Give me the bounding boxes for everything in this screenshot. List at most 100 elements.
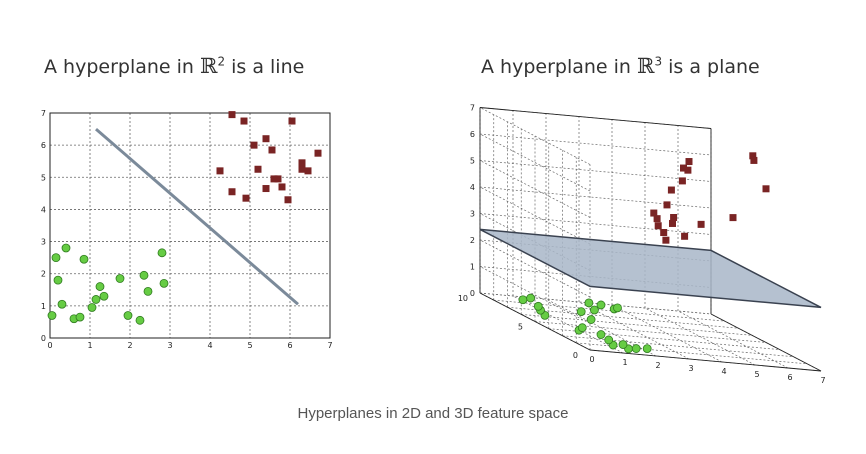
maroon-point [762,185,770,193]
maroon-point [262,185,270,193]
green-point [596,330,606,339]
green-point [631,344,641,353]
grid-line-floor [479,292,712,315]
green-point [99,291,109,301]
left-title-power: 2 [217,54,226,69]
x-tick-label: 2 [127,341,132,350]
y-tick-label: 0 [41,334,46,343]
y-tick-label: 5 [41,173,46,182]
x-tick-label: 3 [688,364,693,373]
maroon-point [669,219,676,227]
grid-line-side-wall [479,266,591,324]
maroon-point [314,149,322,157]
left-chart-title: A hyperplane in ℝ2 is a line [44,54,304,78]
green-point [586,315,596,324]
y-tick-label: 10 [458,294,468,303]
maroon-point [667,186,675,194]
z-tick-label: 3 [470,210,475,219]
green-point [47,311,57,320]
z-tick-label: 5 [470,157,475,166]
x-tick-label: 7 [327,341,332,350]
green-point [576,307,586,317]
green-point [61,243,71,253]
maroon-point [228,111,236,119]
right-title-prefix: A hyperplane in [481,56,637,78]
green-point [51,253,61,263]
green-point [95,282,105,291]
maroon-point [749,152,757,160]
x-tick-label: 0 [47,341,52,350]
x-tick-label: 4 [207,341,212,350]
maroon-point [298,165,306,173]
right-title-power: 3 [654,54,663,69]
green-point [157,248,167,258]
axis-x [589,349,822,372]
grid-line-floor [578,301,690,360]
grid-line-back-wall [479,213,712,235]
green-point [135,315,145,325]
maroon-point [670,214,678,221]
grid-line-floor [576,342,808,365]
x-tick-label: 3 [167,341,172,350]
green-point [590,305,599,315]
maroon-point [254,165,262,173]
x-tick-label: 7 [820,376,825,385]
y-tick-label: 7 [41,109,46,118]
box-edge [479,107,712,129]
maroon-point [750,156,758,164]
green-point [87,303,97,312]
green-point [518,295,528,305]
maroon-point [274,175,282,183]
maroon-point [685,158,693,166]
maroon-point [228,188,236,196]
maroon-point [250,141,258,149]
figure-caption: Hyperplanes in 2D and 3D feature space [297,405,569,422]
z-tick-label: 7 [470,104,475,113]
x-tick-label: 6 [287,341,292,350]
z-tick-label: 1 [470,263,475,272]
y-tick-label: 6 [41,141,46,150]
y-tick-label: 2 [41,270,46,279]
green-point [143,286,153,296]
z-tick-label: 4 [470,183,475,192]
x-tick-label: 6 [787,373,792,382]
maroon-point [662,236,670,244]
y-tick-label: 3 [41,238,46,247]
grid-line-side-wall [479,186,591,245]
x-tick-label: 1 [87,341,92,350]
green-point [123,311,133,320]
green-point [139,270,149,280]
green-point [53,275,63,285]
x-tick-label: 5 [754,370,759,379]
separating-hyperplane-plane [479,228,822,309]
maroon-point [650,209,658,217]
green-point [596,300,606,310]
grid-line-back-wall [479,133,712,156]
box-edge [710,313,822,372]
green-point [584,298,594,308]
maroon-point [242,194,250,202]
axis-y [479,292,591,351]
green-point [533,301,543,311]
x-tick-label: 4 [721,367,726,376]
grid-line-floor [677,310,789,369]
z-tick-label: 0 [470,289,475,298]
maroon-point [653,215,661,223]
green-point [91,295,101,304]
maroon-point [284,196,292,204]
grid-line-floor [521,314,753,336]
maroon-point [681,232,689,240]
left-title-prefix: A hyperplane in [44,56,200,78]
maroon-point [304,167,312,175]
separating-hyperplane-line [95,127,299,306]
z-tick-label: 6 [470,130,475,139]
maroon-point [270,175,278,183]
grid-line-side-wall [479,239,591,298]
maroon-point [288,117,296,125]
green-point [79,254,89,264]
green-point [159,278,169,288]
grid-line-floor [548,328,780,350]
grid-line-floor [562,335,794,358]
